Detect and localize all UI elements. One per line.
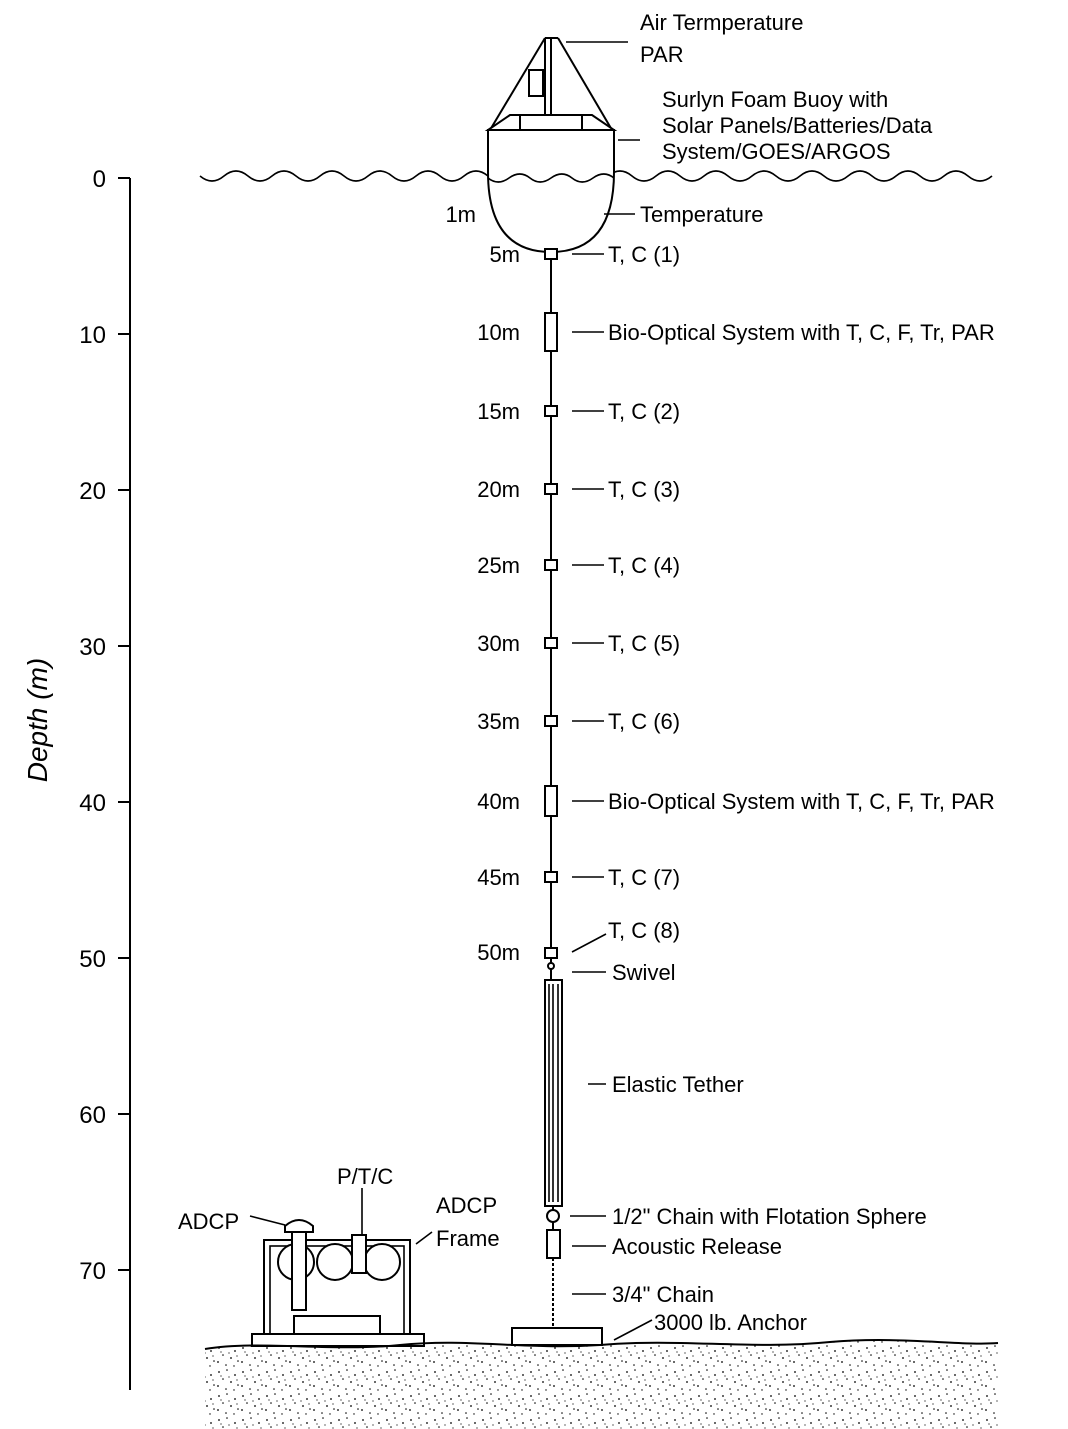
tick-label: 50 <box>79 946 106 973</box>
depth-label: 50m <box>477 940 520 965</box>
solar-panel-deck <box>484 114 618 131</box>
swivel <box>547 962 555 970</box>
instrument-label: T, C (6) <box>608 709 680 734</box>
chain-label: 3/4" Chain <box>612 1282 714 1307</box>
depth-label: 5m <box>489 242 520 267</box>
chain-float-label: 1/2" Chain with Flotation Sphere <box>612 1204 927 1229</box>
depth-label: 10m <box>477 320 520 345</box>
flotation-sphere <box>546 1209 560 1223</box>
tick-label: 0 <box>93 166 106 193</box>
tc-sensor <box>544 483 558 495</box>
tc-sensor <box>544 637 558 649</box>
instrument-label: T, C (2) <box>608 399 680 424</box>
frame-float <box>316 1243 354 1281</box>
tick-label: 60 <box>79 1102 106 1129</box>
bio-optical-system <box>544 785 558 817</box>
depth-label: 25m <box>477 553 520 578</box>
tc-sensor <box>544 715 558 727</box>
instrument-label: T, C (7) <box>608 865 680 890</box>
frame-label-line: ADCP <box>436 1193 497 1218</box>
frame-tray <box>293 1315 381 1335</box>
tc-sensor <box>544 871 558 883</box>
depth-label: 20m <box>477 477 520 502</box>
instrument-label: T, C (3) <box>608 477 680 502</box>
temperature-label: Temperature <box>640 202 764 227</box>
tc-sensor <box>544 248 558 260</box>
instrument-label: T, C (1) <box>608 242 680 267</box>
buoy-description-line: Solar Panels/Batteries/Data <box>662 113 933 138</box>
elastic-tether-label: Elastic Tether <box>612 1072 744 1097</box>
ptc-sensor <box>351 1234 367 1274</box>
anchor <box>511 1327 603 1346</box>
lower-mooring <box>511 962 653 1346</box>
seafloor-sediment <box>205 1340 998 1429</box>
buoy-description-line: Surlyn Foam Buoy with <box>662 87 888 112</box>
depth-label: 45m <box>477 865 520 890</box>
par-label: PAR <box>640 42 684 67</box>
air-temperature-label: Air Termperature <box>640 10 803 35</box>
surface-buoy <box>484 37 640 254</box>
swivel-label: Swivel <box>612 960 676 985</box>
frame-float <box>363 1243 401 1281</box>
instrument-label: Bio-Optical System with T, C, F, Tr, PAR <box>608 789 995 814</box>
tick-label: 20 <box>79 478 106 505</box>
tc-sensor <box>544 405 558 417</box>
depth-label: 40m <box>477 789 520 814</box>
instrument-label: Bio-Optical System with T, C, F, Tr, PAR <box>608 320 995 345</box>
anchor-label: 3000 lb. Anchor <box>654 1310 807 1335</box>
tick-label: 10 <box>79 322 106 349</box>
adcp-head <box>284 1219 314 1233</box>
depth-label: 15m <box>477 399 520 424</box>
depth-axis: 0 10 20 30 40 50 60 70 Depth (m) <box>22 166 131 1390</box>
adcp-label: ADCP <box>178 1209 239 1234</box>
acoustic-release <box>546 1229 561 1259</box>
adcp-frame <box>249 1188 433 1347</box>
frame-label-line: Frame <box>436 1226 500 1251</box>
instrument-label: T, C (5) <box>608 631 680 656</box>
instrument-label: T, C (8) <box>608 918 680 943</box>
buoy-hull <box>487 129 615 254</box>
adcp-body <box>291 1231 307 1311</box>
depth-label-1m: 1m <box>445 202 476 227</box>
tower-sensor-box <box>528 69 544 97</box>
instrument-string <box>544 248 607 959</box>
acoustic-release-label: Acoustic Release <box>612 1234 782 1259</box>
ptc-label: P/T/C <box>337 1164 393 1189</box>
tc-sensor <box>544 947 558 959</box>
seafloor-line <box>204 1339 999 1350</box>
depth-label: 35m <box>477 709 520 734</box>
axis-title: Depth (m) <box>22 658 53 782</box>
tick-label: 70 <box>79 1258 106 1285</box>
instrument-label: T, C (4) <box>608 553 680 578</box>
tc-sensor <box>544 559 558 571</box>
buoy-description-line: System/GOES/ARGOS <box>662 139 891 164</box>
tick-label: 30 <box>79 634 106 661</box>
depth-label: 30m <box>477 631 520 656</box>
tick-label: 40 <box>79 790 106 817</box>
bio-optical-system <box>544 312 558 352</box>
